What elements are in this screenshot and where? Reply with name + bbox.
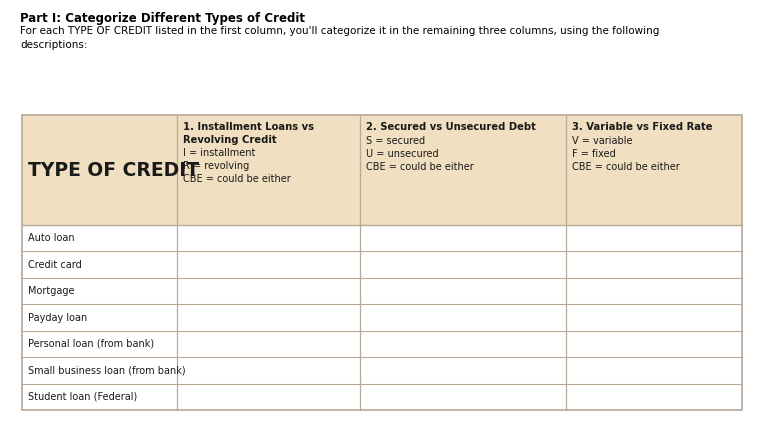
Text: Student loan (Federal): Student loan (Federal)	[28, 392, 138, 402]
Text: For each TYPE OF CREDIT listed in the first column, you'll categorize it in the : For each TYPE OF CREDIT listed in the fi…	[20, 26, 659, 49]
Text: S = secured
U = unsecured
CBE = could be either: S = secured U = unsecured CBE = could be…	[367, 136, 474, 172]
Text: Small business loan (from bank): Small business loan (from bank)	[28, 365, 186, 375]
Text: Auto loan: Auto loan	[28, 233, 75, 243]
Text: 2. Secured vs Unsecured Debt: 2. Secured vs Unsecured Debt	[367, 122, 536, 132]
Bar	[22, 115, 742, 410]
Text: Payday loan: Payday loan	[28, 313, 87, 322]
Bar	[22, 115, 742, 225]
Text: V = variable
F = fixed
CBE = could be either: V = variable F = fixed CBE = could be ei…	[571, 136, 679, 172]
Text: TYPE OF CREDIT: TYPE OF CREDIT	[28, 160, 199, 179]
Text: Personal loan (from bank): Personal loan (from bank)	[28, 339, 154, 349]
Text: Credit card: Credit card	[28, 260, 82, 269]
Text: Mortgage: Mortgage	[28, 286, 75, 296]
Text: 3. Variable vs Fixed Rate: 3. Variable vs Fixed Rate	[571, 122, 712, 132]
Text: I = installment
R = revolving
CBE = could be either: I = installment R = revolving CBE = coul…	[183, 148, 290, 184]
Text: Part I: Categorize Different Types of Credit: Part I: Categorize Different Types of Cr…	[20, 12, 305, 25]
Text: 1. Installment Loans vs
Revolving Credit: 1. Installment Loans vs Revolving Credit	[183, 122, 314, 145]
